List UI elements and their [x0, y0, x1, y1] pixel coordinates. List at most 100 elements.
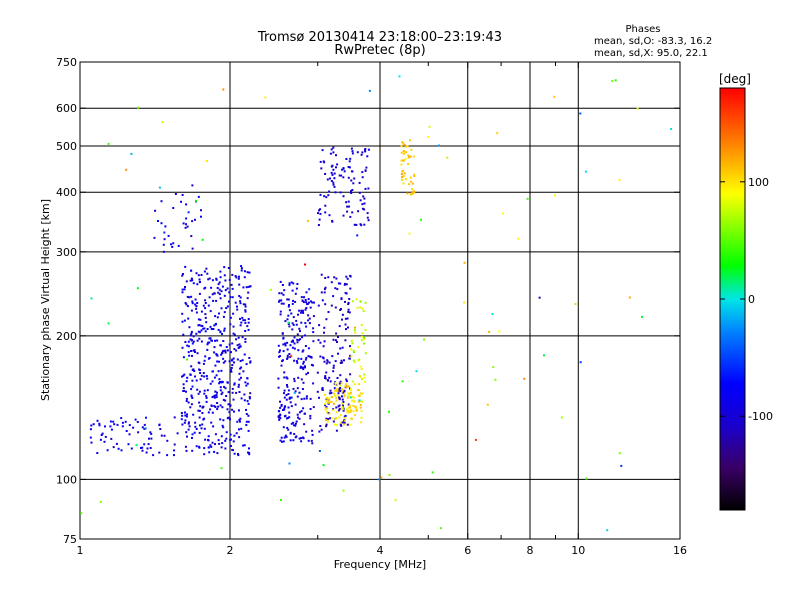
data-point — [329, 380, 332, 383]
data-point — [200, 310, 203, 313]
data-point — [244, 330, 247, 332]
data-point — [200, 340, 203, 343]
data-point — [225, 437, 228, 440]
data-point — [246, 382, 249, 385]
data-point — [334, 384, 337, 387]
data-point — [239, 367, 242, 370]
data-point — [352, 359, 355, 362]
x-tick-label: 10 — [571, 544, 585, 557]
data-point — [242, 303, 245, 306]
data-point — [144, 427, 147, 430]
data-point — [358, 374, 361, 377]
data-point — [296, 413, 299, 416]
data-point — [222, 88, 225, 91]
data-point — [334, 389, 337, 392]
data-point — [298, 327, 301, 330]
data-point — [140, 447, 142, 449]
data-point — [211, 339, 213, 342]
data-point — [130, 152, 133, 155]
data-point — [394, 499, 397, 502]
data-point — [307, 319, 310, 322]
data-point — [303, 296, 305, 299]
data-point — [177, 244, 180, 247]
data-point — [230, 283, 233, 286]
data-point — [305, 430, 308, 433]
data-point — [224, 387, 227, 390]
data-point — [402, 142, 405, 145]
data-point — [197, 409, 200, 412]
data-point — [329, 152, 332, 155]
data-point — [312, 331, 315, 334]
data-point — [183, 288, 186, 291]
data-point — [223, 266, 226, 269]
data-point — [380, 476, 383, 479]
data-point — [290, 312, 293, 315]
data-point — [318, 430, 321, 433]
data-point — [517, 237, 520, 240]
data-point — [284, 342, 287, 345]
data-point — [280, 302, 283, 305]
data-point — [351, 300, 354, 303]
data-point — [300, 321, 303, 324]
data-point — [231, 364, 234, 366]
data-point — [312, 382, 315, 385]
data-point — [206, 343, 209, 346]
stats-o-mode: mean, sd,O: -83.3, 16.2 — [594, 36, 712, 47]
data-point — [339, 282, 342, 285]
data-point — [346, 205, 349, 208]
data-point — [474, 438, 477, 441]
data-point — [206, 328, 209, 330]
data-point — [348, 406, 351, 409]
data-point — [309, 417, 312, 420]
data-point — [238, 419, 241, 421]
data-point — [130, 447, 133, 450]
data-point — [203, 447, 206, 450]
data-point — [204, 316, 207, 319]
data-point — [333, 185, 336, 188]
data-point — [606, 529, 609, 532]
data-point — [343, 170, 346, 173]
data-point — [353, 351, 355, 353]
data-point — [285, 398, 288, 401]
data-point — [328, 190, 331, 193]
data-point — [236, 305, 238, 308]
data-point — [343, 390, 346, 393]
data-point — [286, 341, 289, 344]
data-point — [219, 276, 222, 279]
data-point — [408, 155, 410, 158]
data-point — [210, 286, 213, 289]
data-point — [360, 365, 363, 368]
data-point — [202, 362, 205, 365]
data-point — [239, 360, 242, 362]
data-point — [206, 389, 209, 392]
data-point — [413, 173, 416, 176]
data-point — [293, 347, 296, 350]
data-point — [327, 418, 330, 421]
data-point — [190, 403, 193, 406]
data-point — [172, 242, 175, 245]
data-point — [324, 404, 327, 407]
data-point — [224, 289, 227, 292]
data-point — [294, 300, 297, 303]
chart-title-line-2: RwPretec (8p) — [334, 43, 425, 58]
data-point — [278, 418, 281, 421]
data-point — [344, 414, 347, 417]
data-point — [526, 197, 529, 200]
data-point — [247, 420, 250, 423]
data-point — [348, 404, 351, 407]
data-point — [220, 353, 223, 356]
data-point — [113, 423, 116, 426]
data-point — [304, 308, 307, 311]
data-point — [207, 278, 210, 281]
data-point — [211, 396, 214, 399]
data-point — [311, 301, 314, 304]
data-point — [311, 433, 314, 436]
data-point — [279, 400, 281, 403]
data-point — [186, 344, 189, 347]
data-point — [341, 313, 344, 316]
data-point — [415, 370, 418, 373]
data-point — [185, 415, 188, 418]
data-point — [340, 424, 343, 427]
data-point — [224, 351, 227, 354]
data-point — [278, 299, 281, 302]
